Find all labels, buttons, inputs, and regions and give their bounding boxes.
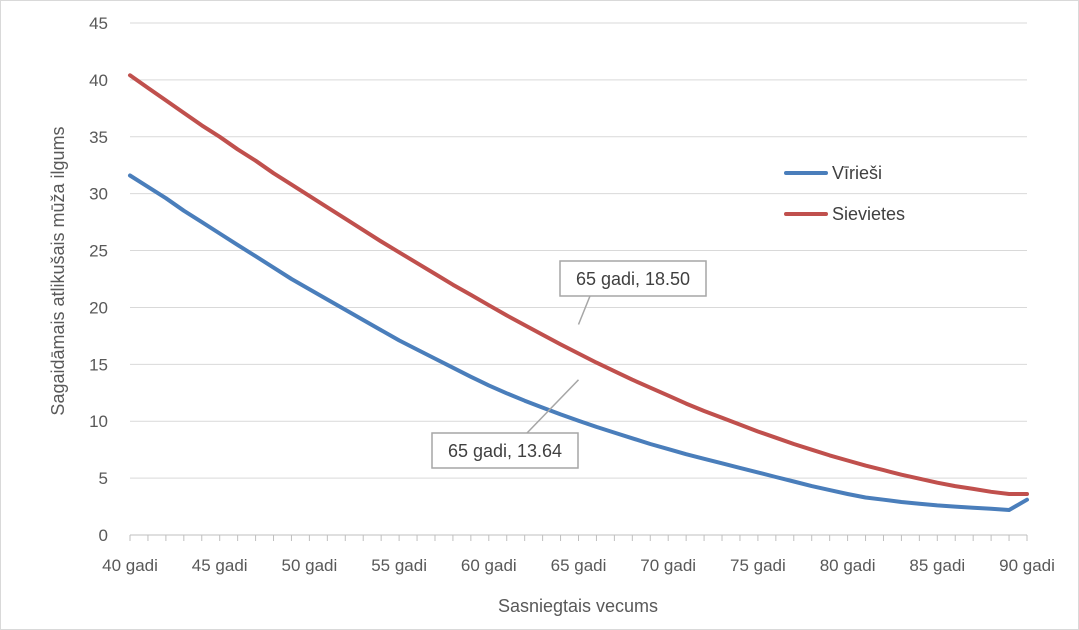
annotation-label: 65 gadi, 18.50 xyxy=(576,269,690,289)
y-tick-label: 10 xyxy=(89,412,108,431)
y-tick-label: 25 xyxy=(89,242,108,261)
y-tick-label: 15 xyxy=(89,355,108,374)
axes: 0 5 10 15 20 25 30 35 40 45 40 gadi 45 gadi 50 gadi 5… xyxy=(89,14,1055,575)
y-tick-label: 0 xyxy=(99,526,108,545)
x-tick-label: 75 gadi xyxy=(730,556,786,575)
y-tick-label: 30 xyxy=(89,185,108,204)
y-tick-label: 35 xyxy=(89,128,108,147)
grid-lines xyxy=(130,22,1027,479)
x-tick-label: 70 gadi xyxy=(640,556,696,575)
x-tick-label: 60 gadi xyxy=(461,556,517,575)
x-tick-label: 80 gadi xyxy=(820,556,876,575)
series-line-virieši xyxy=(128,173,1029,512)
x-tick-label: 55 gadi xyxy=(371,556,427,575)
annotation-leader-line xyxy=(526,379,580,434)
annotations: 65 gadi, 18.50 65 gadi, 13.64 xyxy=(431,260,707,469)
y-tick-label: 20 xyxy=(89,298,108,317)
y-tick-label: 45 xyxy=(89,14,108,33)
annotation-label: 65 gadi, 13.64 xyxy=(448,441,562,461)
x-tick-label: 40 gadi xyxy=(102,556,158,575)
annotation-box xyxy=(559,260,707,297)
legend-label: Sievietes xyxy=(832,204,905,224)
x-axis-title: Sasniegtais vecums xyxy=(498,596,658,616)
x-tick-label: 85 gadi xyxy=(909,556,965,575)
legend: Vīrieši Sievietes xyxy=(784,163,905,224)
x-tick-label: 45 gadi xyxy=(192,556,248,575)
y-axis-title: Sagaidāmais atlikušais mūža ilgums xyxy=(48,126,68,415)
series-lines xyxy=(128,73,1029,512)
y-tick-label: 5 xyxy=(99,469,108,488)
annotation-box xyxy=(431,432,579,469)
x-tick-label: 90 gadi xyxy=(999,556,1055,575)
x-tick-label: 65 gadi xyxy=(551,556,607,575)
legend-label: Vīrieši xyxy=(832,163,882,183)
annotation-leader-line xyxy=(577,295,591,325)
y-tick-label: 40 xyxy=(89,71,108,90)
x-tick-label: 50 gadi xyxy=(282,556,338,575)
series-line-sievietes xyxy=(128,73,1029,496)
